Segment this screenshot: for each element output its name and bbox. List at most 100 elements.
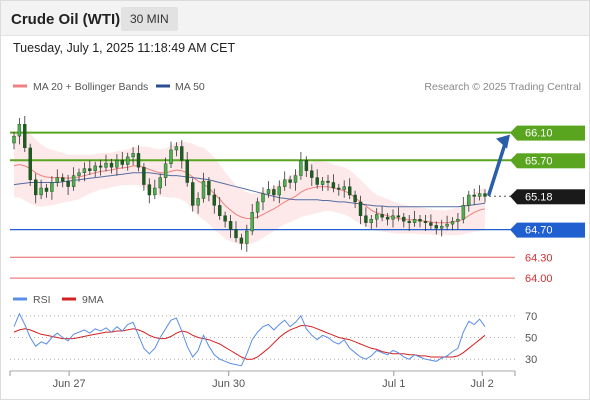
candle-body bbox=[158, 177, 162, 189]
candle-body bbox=[115, 160, 119, 168]
candle-body bbox=[163, 163, 168, 178]
candle-body bbox=[44, 187, 49, 192]
candle-body bbox=[477, 193, 482, 197]
candle-body bbox=[369, 218, 373, 223]
candle-body bbox=[136, 153, 141, 168]
level-label-64-70: 64.70 bbox=[525, 225, 553, 237]
candle-body bbox=[375, 214, 379, 220]
candle-body bbox=[348, 186, 352, 196]
candle-body bbox=[228, 221, 233, 230]
candle-body bbox=[207, 180, 211, 196]
candle-body bbox=[125, 156, 130, 165]
candle-body bbox=[456, 218, 460, 222]
level-label-65-70: 65.70 bbox=[525, 155, 553, 167]
candle-body bbox=[396, 215, 401, 218]
candle-body bbox=[185, 160, 190, 183]
level-tag-66-10 bbox=[517, 125, 585, 141]
candle-body bbox=[299, 160, 303, 176]
x-tick-label: Jun 30 bbox=[212, 378, 245, 390]
candle-body bbox=[39, 187, 43, 196]
level-tag-65-70 bbox=[517, 153, 585, 169]
level-label-64-30: 64.30 bbox=[525, 252, 553, 264]
x-tick-label: Jul 1 bbox=[382, 378, 405, 390]
legend-label-rsi: RSI bbox=[33, 294, 51, 306]
candle-body bbox=[272, 189, 276, 196]
ma50-line bbox=[13, 172, 486, 208]
candle-body bbox=[364, 215, 368, 223]
candle-body bbox=[283, 179, 287, 187]
candle-body bbox=[71, 175, 76, 187]
candle-body bbox=[261, 193, 265, 203]
candle-body bbox=[180, 146, 184, 161]
candle-body bbox=[147, 184, 152, 196]
timestamp-label: Tuesday, July 1, 2025 11:18:49 AM CET bbox=[13, 41, 236, 55]
candle-body bbox=[245, 230, 249, 244]
candle-body bbox=[239, 237, 244, 244]
candle-body bbox=[429, 222, 433, 226]
legend-label-bollinger: MA 20 + Bollinger Bands bbox=[33, 81, 148, 93]
candle-body bbox=[196, 198, 200, 206]
candle-body bbox=[304, 160, 309, 171]
timeframe-button[interactable]: 30 MIN bbox=[121, 7, 178, 31]
chart-header: Crude Oil (WTI) 30 MIN bbox=[0, 0, 590, 36]
candle-body bbox=[23, 124, 27, 149]
candle-body bbox=[445, 223, 449, 227]
candle-body bbox=[423, 221, 428, 223]
candle-body bbox=[402, 216, 406, 222]
candle-body bbox=[55, 177, 59, 183]
x-tick-label: Jun 27 bbox=[53, 378, 86, 390]
level-tag-pointer bbox=[510, 189, 517, 205]
candle-body bbox=[472, 194, 476, 197]
candle-body bbox=[467, 194, 471, 206]
candle-body bbox=[288, 179, 292, 183]
candle-body bbox=[61, 177, 65, 182]
candle-body bbox=[310, 170, 314, 178]
candle-body bbox=[412, 218, 417, 223]
candle-body bbox=[483, 193, 487, 197]
candle-body bbox=[337, 187, 341, 190]
candle-body bbox=[50, 182, 54, 192]
level-tag-pointer bbox=[510, 222, 517, 238]
candle-body bbox=[174, 146, 179, 151]
candle-body bbox=[109, 162, 114, 168]
attribution-text: Research © 2025 Trading Central bbox=[424, 81, 581, 93]
candle-body bbox=[315, 177, 319, 185]
level-label-66-10: 66.10 bbox=[525, 128, 553, 140]
candle-body bbox=[153, 187, 157, 196]
candle-body bbox=[277, 186, 281, 196]
candle-body bbox=[450, 221, 455, 225]
candle-body bbox=[201, 180, 206, 199]
candle-body bbox=[380, 214, 384, 218]
candle-body bbox=[98, 165, 103, 168]
rsi-ma-line bbox=[13, 325, 486, 360]
candle-body bbox=[418, 218, 422, 222]
level-label-64-00: 64.00 bbox=[525, 273, 553, 285]
candle-body bbox=[34, 179, 38, 196]
legend-label-9ma: 9MA bbox=[82, 294, 104, 306]
x-tick-label: Jul 2 bbox=[471, 378, 494, 390]
candle-body bbox=[12, 135, 16, 144]
candle-body bbox=[93, 165, 97, 171]
candle-body bbox=[353, 194, 357, 203]
candle-body bbox=[293, 175, 298, 183]
candle-body bbox=[131, 153, 135, 158]
candle-body bbox=[434, 225, 438, 229]
candle-body bbox=[223, 215, 227, 222]
candle-body bbox=[217, 205, 222, 216]
candle-body bbox=[326, 180, 330, 183]
rsi-tick-50: 50 bbox=[525, 333, 537, 345]
rsi-line bbox=[13, 312, 486, 367]
candle-body bbox=[17, 124, 22, 137]
candle-body bbox=[391, 215, 395, 220]
level-tag-pointer bbox=[510, 153, 517, 169]
bollinger-band-area bbox=[14, 131, 485, 245]
level-tag-pointer bbox=[510, 125, 517, 141]
candle-body bbox=[331, 182, 336, 189]
legend-label-ma50: MA 50 bbox=[175, 81, 205, 93]
candle-body bbox=[461, 205, 466, 220]
candle-body bbox=[440, 225, 444, 229]
candle-body bbox=[66, 180, 70, 187]
candle-body bbox=[82, 168, 87, 174]
candle-body bbox=[120, 160, 125, 165]
